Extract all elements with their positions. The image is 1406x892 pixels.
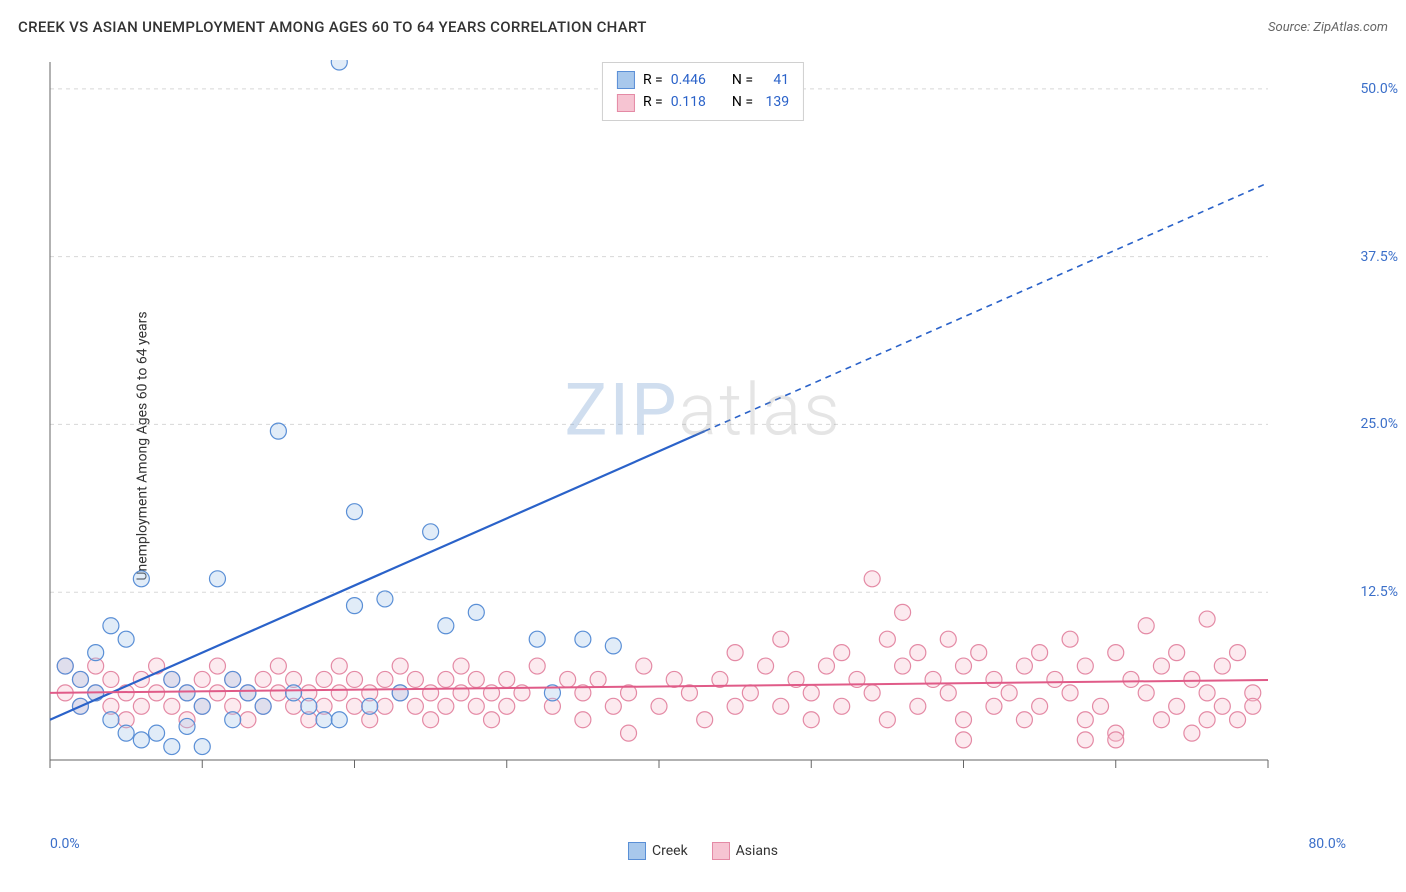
chart-source: Source: ZipAtlas.com (1268, 20, 1388, 35)
legend-row-asians: R = 0.118 N = 139 (617, 91, 789, 113)
chart-header: CREEK VS ASIAN UNEMPLOYMENT AMONG AGES 6… (18, 18, 1388, 36)
r-label: R = (643, 69, 663, 91)
n-value-creek: 41 (761, 69, 789, 91)
r-value-creek: 0.446 (671, 69, 706, 91)
r-value-asians: 0.118 (671, 91, 706, 113)
legend-row-creek: R = 0.446 N = 41 (617, 69, 789, 91)
chart-title: CREEK VS ASIAN UNEMPLOYMENT AMONG AGES 6… (18, 18, 647, 36)
n-label: N = (732, 69, 753, 91)
swatch-asians-icon (712, 842, 730, 860)
swatch-creek (617, 71, 635, 89)
y-tick-label: 37.5% (1360, 249, 1398, 265)
series-legend: Creek Asians (628, 842, 778, 860)
legend-label-creek: Creek (652, 843, 688, 859)
swatch-asians (617, 94, 635, 112)
legend-item-asians: Asians (712, 842, 778, 860)
correlation-legend: R = 0.446 N = 41 R = 0.118 N = 139 (602, 62, 804, 121)
scatter-plot (48, 60, 1328, 820)
legend-item-creek: Creek (628, 842, 688, 860)
n-value-asians: 139 (761, 91, 789, 113)
n-label: N = (732, 91, 753, 113)
y-tick-label: 50.0% (1360, 81, 1398, 97)
y-tick-label: 25.0% (1360, 416, 1398, 432)
x-max-label: 80.0% (1308, 836, 1346, 852)
y-tick-label: 12.5% (1360, 584, 1398, 600)
r-label: R = (643, 91, 663, 113)
legend-label-asians: Asians (736, 843, 778, 859)
x-min-label: 0.0% (50, 836, 80, 852)
swatch-creek-icon (628, 842, 646, 860)
